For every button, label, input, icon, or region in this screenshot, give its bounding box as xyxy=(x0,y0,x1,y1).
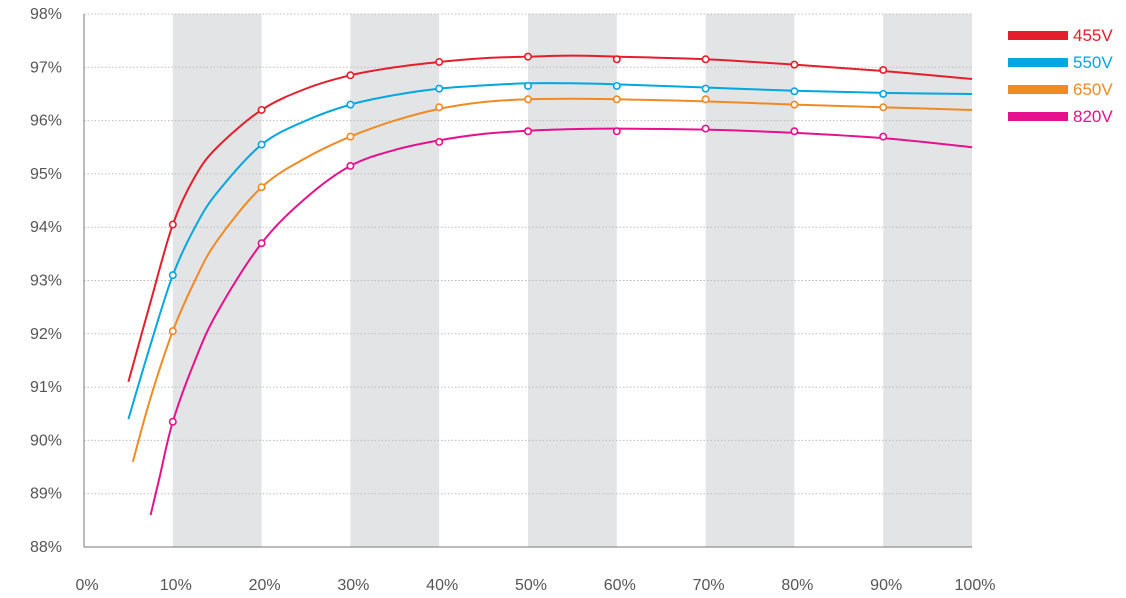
data-point-650v xyxy=(612,95,621,104)
data-point-550v xyxy=(701,84,710,93)
y-tick-label: 98% xyxy=(30,6,62,23)
x-tick-label: 10% xyxy=(160,577,192,594)
data-point-650v xyxy=(257,183,266,192)
data-point-820v xyxy=(257,239,266,248)
y-tick-label: 90% xyxy=(30,432,62,449)
y-axis-ticks: 88% 89% 90% 91% 92% 93% 94% 95% 96% 97% 98% xyxy=(30,6,62,556)
data-point-455v xyxy=(346,71,355,80)
data-point-820v xyxy=(879,132,888,141)
data-point-820v xyxy=(612,127,621,136)
series-markers xyxy=(168,52,888,426)
y-tick-label: 93% xyxy=(30,273,62,290)
data-point-820v xyxy=(523,127,532,136)
legend-swatch-455v xyxy=(1008,31,1068,40)
x-tick-label: 40% xyxy=(426,577,458,594)
data-point-455v xyxy=(168,220,177,229)
y-tick-label: 94% xyxy=(30,219,62,236)
data-point-455v xyxy=(435,57,444,66)
data-point-820v xyxy=(701,124,710,133)
y-tick-label: 91% xyxy=(30,379,62,396)
x-axis-ticks: 0% 10% 20% 30% 40% 50% 60% 70% 80% 90% 100% xyxy=(75,577,995,594)
data-point-550v xyxy=(435,84,444,93)
x-tick-label: 70% xyxy=(693,577,725,594)
series-line-820v xyxy=(149,127,973,516)
y-tick-label: 88% xyxy=(30,539,62,556)
axes xyxy=(83,14,972,548)
x-tick-label: 100% xyxy=(955,577,996,594)
data-point-820v xyxy=(168,417,177,426)
series-line-650v xyxy=(131,97,973,462)
series-line-550v xyxy=(127,82,973,420)
data-point-650v xyxy=(790,100,799,109)
legend-label-550v: 550V xyxy=(1073,53,1113,72)
x-tick-label: 0% xyxy=(75,577,98,594)
data-point-550v xyxy=(168,271,177,280)
data-point-820v xyxy=(435,137,444,146)
legend-label-820v: 820V xyxy=(1073,107,1113,126)
data-point-550v xyxy=(790,87,799,96)
y-tick-label: 95% xyxy=(30,166,62,183)
y-tick-label: 96% xyxy=(30,113,62,130)
legend-swatch-820v xyxy=(1008,112,1068,121)
shaded-band xyxy=(350,14,440,547)
legend-label-455v: 455V xyxy=(1073,26,1113,45)
data-point-650v xyxy=(701,95,710,104)
x-tick-label: 50% xyxy=(515,577,547,594)
y-tick-label: 92% xyxy=(30,326,62,343)
data-point-650v xyxy=(346,132,355,141)
data-point-455v xyxy=(701,55,710,64)
data-point-455v xyxy=(879,65,888,74)
series-line-455v xyxy=(127,54,973,383)
gridlines xyxy=(84,13,972,495)
x-tick-label: 90% xyxy=(870,577,902,594)
legend-label-650v: 650V xyxy=(1073,80,1113,99)
y-tick-label: 97% xyxy=(30,59,62,76)
x-tick-label: 60% xyxy=(604,577,636,594)
data-point-650v xyxy=(168,327,177,336)
data-point-550v xyxy=(346,100,355,109)
data-point-820v xyxy=(790,127,799,136)
data-point-650v xyxy=(435,103,444,112)
data-point-455v xyxy=(523,52,532,61)
legend-swatch-650v xyxy=(1008,85,1068,94)
data-point-550v xyxy=(523,81,532,90)
x-tick-label: 80% xyxy=(781,577,813,594)
data-point-455v xyxy=(790,60,799,69)
data-point-550v xyxy=(612,81,621,90)
data-point-650v xyxy=(523,95,532,104)
series-lines xyxy=(127,54,973,516)
data-point-455v xyxy=(612,55,621,64)
legend: 455V 550V 650V 820V xyxy=(1008,26,1113,126)
data-point-650v xyxy=(879,103,888,112)
legend-swatch-550v xyxy=(1008,58,1068,67)
x-tick-label: 20% xyxy=(249,577,281,594)
data-point-455v xyxy=(257,105,266,114)
data-point-550v xyxy=(879,89,888,98)
data-point-550v xyxy=(257,140,266,149)
data-point-820v xyxy=(346,161,355,170)
x-tick-label: 30% xyxy=(337,577,369,594)
y-tick-label: 89% xyxy=(30,486,62,503)
